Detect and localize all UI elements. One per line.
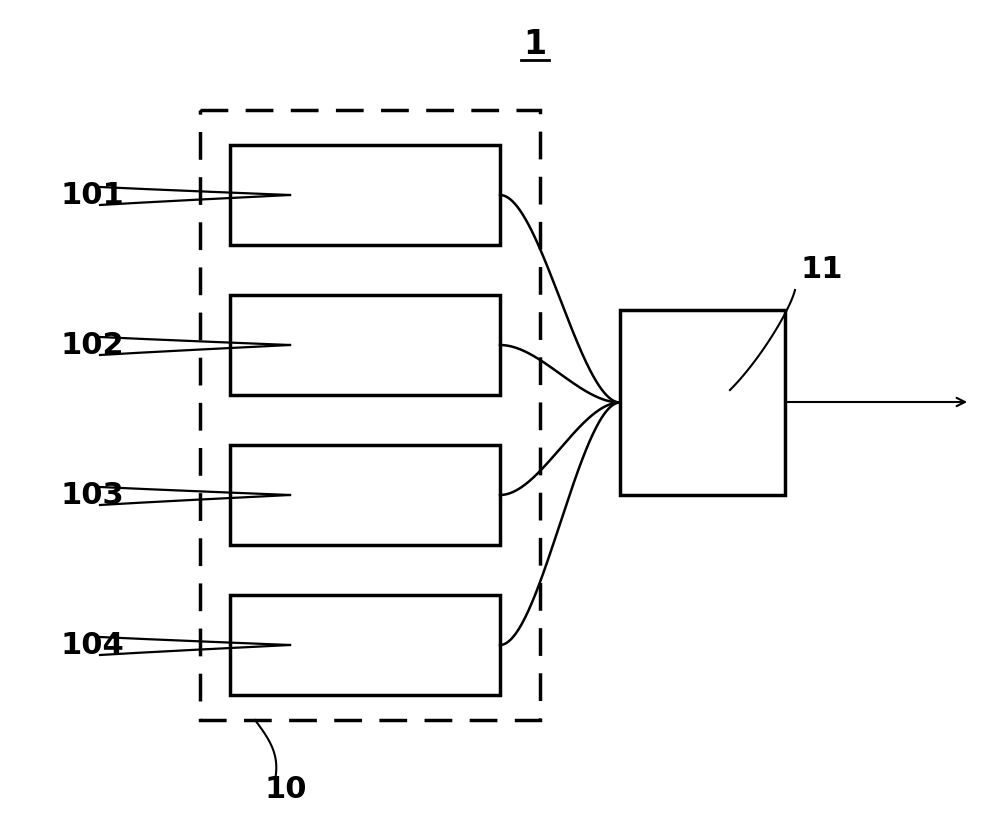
Bar (200, 110, 540, 720)
Bar (620, 310, 785, 495)
Bar (230, 595, 500, 695)
Text: 11: 11 (800, 255, 842, 285)
Text: 10: 10 (265, 775, 308, 805)
Bar (230, 295, 500, 395)
Text: 1: 1 (523, 29, 547, 61)
Bar (230, 145, 500, 245)
Text: 103: 103 (60, 480, 124, 510)
Text: 102: 102 (60, 330, 124, 360)
Text: 101: 101 (60, 181, 124, 209)
Bar (230, 445, 500, 545)
Text: 104: 104 (60, 631, 124, 659)
